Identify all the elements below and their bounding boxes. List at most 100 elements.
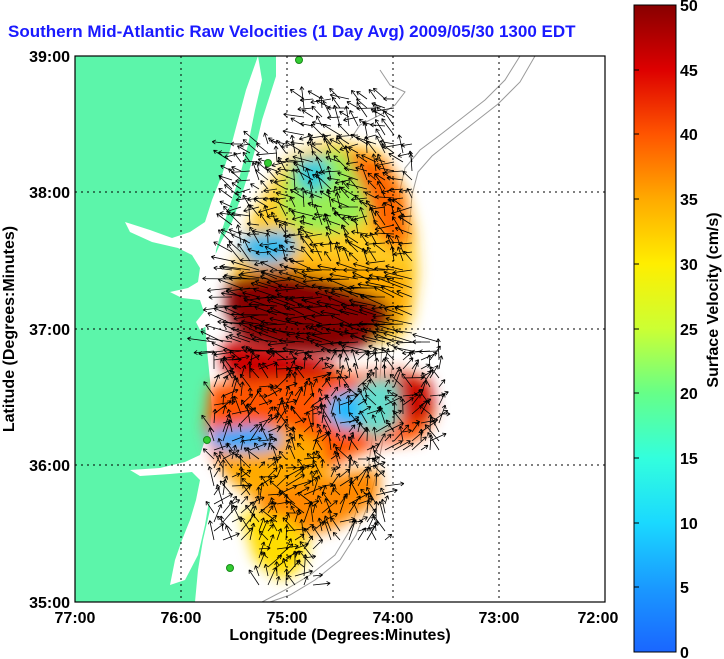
current-arrow — [362, 386, 368, 397]
current-arrow — [258, 413, 273, 433]
current-arrow — [330, 465, 340, 471]
current-arrow — [325, 395, 332, 406]
current-arrow — [299, 519, 305, 541]
current-arrow — [296, 442, 305, 451]
current-arrow — [291, 426, 296, 442]
x-tick-label: 72:00 — [578, 610, 619, 627]
current-arrow — [272, 456, 278, 469]
current-arrow — [384, 396, 395, 406]
current-arrow — [285, 538, 292, 550]
colorbar-tick-label: 20 — [680, 386, 698, 403]
current-arrow — [323, 515, 332, 532]
current-arrow — [277, 284, 296, 289]
current-arrow — [246, 204, 252, 226]
current-arrow — [313, 204, 323, 226]
current-arrow — [252, 336, 278, 343]
current-arrow — [240, 485, 251, 496]
current-arrow — [315, 174, 332, 190]
current-arrow — [384, 274, 404, 280]
current-arrow — [383, 109, 395, 127]
colorbar-tick-label: 5 — [680, 580, 689, 597]
current-arrow — [282, 517, 296, 532]
current-arrow — [339, 468, 350, 478]
current-arrow — [238, 322, 260, 334]
current-arrow — [289, 501, 305, 514]
current-arrow — [349, 109, 359, 127]
current-arrow — [270, 519, 278, 532]
current-arrow — [288, 369, 296, 379]
current-arrow — [303, 380, 309, 397]
current-arrow — [376, 276, 404, 289]
current-arrow — [267, 455, 282, 460]
current-arrow — [266, 250, 278, 262]
current-arrow — [226, 243, 242, 262]
current-arrow — [383, 270, 413, 280]
current-arrow — [311, 313, 332, 319]
current-arrow — [338, 308, 359, 316]
current-arrow — [266, 298, 287, 307]
current-arrow — [235, 197, 251, 202]
current-arrow — [213, 503, 223, 523]
current-arrow — [402, 442, 414, 451]
current-arrow — [420, 399, 430, 415]
current-arrow — [252, 229, 269, 235]
current-arrow — [402, 428, 412, 434]
current-arrow — [372, 331, 395, 343]
current-arrow — [384, 440, 403, 451]
current-arrow — [260, 427, 269, 442]
current-arrow — [330, 473, 341, 487]
current-arrow — [400, 398, 406, 415]
current-arrow — [294, 283, 323, 289]
current-arrow — [240, 495, 249, 505]
current-arrow — [323, 138, 341, 154]
current-arrow — [350, 481, 359, 496]
current-arrow — [393, 251, 413, 257]
current-arrow — [283, 112, 305, 118]
current-arrow — [222, 449, 240, 460]
current-arrow — [373, 450, 386, 460]
current-arrow — [348, 147, 359, 154]
current-arrow — [342, 343, 368, 352]
current-arrow — [331, 412, 341, 433]
current-arrow — [293, 269, 314, 280]
current-arrow — [396, 289, 413, 298]
current-arrow — [420, 444, 429, 451]
current-arrow — [411, 362, 419, 379]
current-arrow — [384, 481, 405, 487]
current-arrow — [256, 486, 262, 496]
current-arrow — [421, 372, 431, 388]
current-arrow — [341, 215, 359, 221]
current-arrow — [393, 440, 411, 451]
current-arrow — [384, 392, 398, 398]
current-arrow — [306, 141, 323, 154]
current-arrow — [269, 306, 287, 316]
current-arrow — [242, 139, 260, 154]
current-arrow — [226, 408, 233, 424]
current-arrow — [259, 242, 278, 248]
current-arrow — [260, 319, 278, 325]
current-arrow — [267, 352, 275, 361]
current-arrow — [267, 413, 280, 424]
current-arrow — [290, 406, 305, 424]
current-arrow — [249, 323, 269, 334]
current-arrow — [263, 563, 269, 577]
current-arrow — [298, 434, 305, 442]
current-arrow — [239, 258, 260, 263]
current-arrow — [359, 199, 377, 208]
current-arrow — [238, 272, 269, 280]
current-arrow — [374, 157, 386, 163]
current-arrow — [357, 282, 386, 289]
current-arrow — [327, 296, 350, 307]
current-arrow — [348, 177, 359, 190]
current-arrow — [249, 349, 255, 370]
current-arrow — [385, 316, 413, 325]
colorbar-tick-label: 30 — [680, 257, 698, 274]
map-title: Southern Mid-Atlantic Raw Velocities (1 … — [8, 22, 576, 41]
current-arrow — [269, 268, 287, 274]
current-arrow — [243, 130, 260, 145]
current-arrow — [273, 145, 279, 163]
current-arrow — [366, 372, 377, 388]
current-arrow — [363, 136, 369, 154]
current-arrow — [418, 428, 424, 442]
current-arrow — [335, 261, 359, 271]
